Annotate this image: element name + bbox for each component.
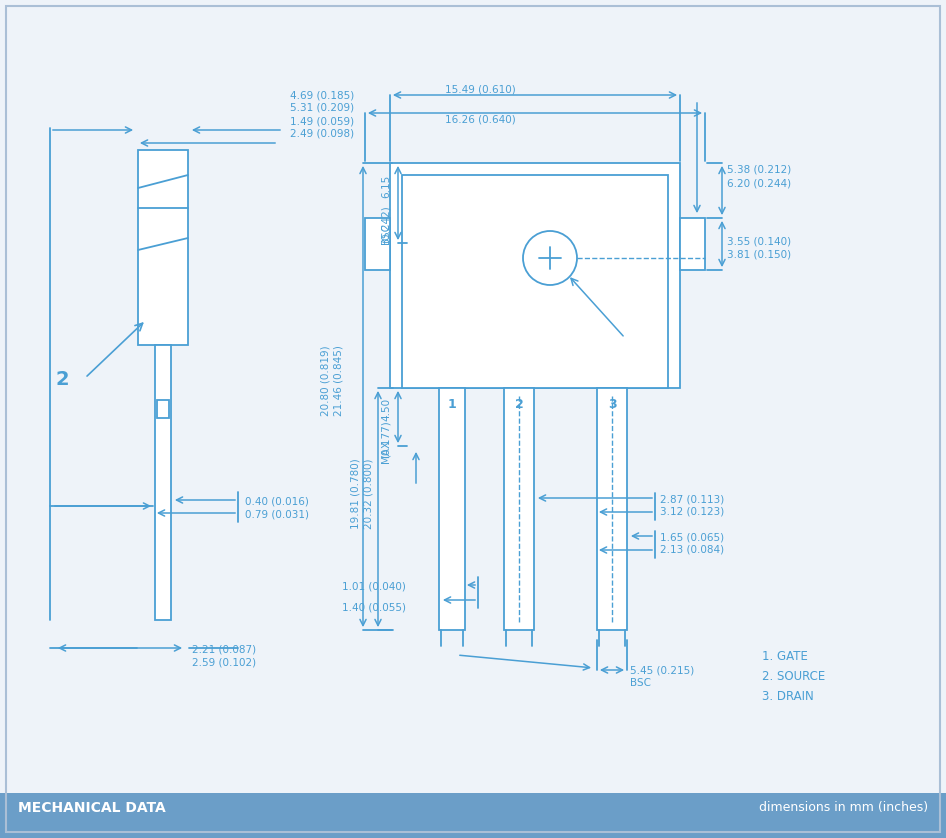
Text: 5.45 (0.215): 5.45 (0.215) [630,665,694,675]
Bar [365,218,390,270]
Bar [597,388,627,630]
Text: 19.81 (0.780): 19.81 (0.780) [350,458,360,530]
Text: 5.31 (0.209): 5.31 (0.209) [290,103,354,113]
Text: MAX: MAX [381,440,391,463]
Text: 16.26 (0.640): 16.26 (0.640) [445,115,516,125]
Text: 4.69 (0.185): 4.69 (0.185) [290,90,354,100]
Text: 3: 3 [607,398,616,411]
Text: 0.40 (0.016): 0.40 (0.016) [245,496,309,506]
Text: 1.40 (0.055): 1.40 (0.055) [342,602,406,612]
Bar [439,388,465,630]
Text: 1.01 (0.040): 1.01 (0.040) [342,581,406,591]
Text: 1.65 (0.065): 1.65 (0.065) [660,532,724,542]
Text: 6.20 (0.244): 6.20 (0.244) [727,178,791,188]
Text: 3.12 (0.123): 3.12 (0.123) [660,506,725,516]
Text: BSC: BSC [381,223,391,244]
Bar [402,175,668,388]
Bar [390,163,680,388]
Text: 20.32 (0.800): 20.32 (0.800) [363,458,373,530]
Bar [0,793,946,838]
Text: 1: 1 [447,398,456,411]
Text: 2.13 (0.084): 2.13 (0.084) [660,544,724,554]
Bar [138,150,188,345]
Bar [157,400,169,418]
Text: MECHANICAL DATA: MECHANICAL DATA [18,801,166,815]
Text: 3.81 (0.150): 3.81 (0.150) [727,249,791,259]
Text: 1.49 (0.059): 1.49 (0.059) [290,116,354,126]
Text: 15.49 (0.610): 15.49 (0.610) [445,85,516,95]
Text: 2: 2 [515,398,523,411]
Text: 21.46 (0.845): 21.46 (0.845) [333,345,343,416]
Text: BSC: BSC [630,678,651,688]
Text: 2. SOURCE: 2. SOURCE [762,670,825,683]
Text: 2.21 (0.087): 2.21 (0.087) [192,644,256,654]
Bar [504,388,534,630]
Text: (0.177): (0.177) [381,420,391,458]
Bar [680,218,705,270]
Text: 1. GATE: 1. GATE [762,650,808,663]
Text: 3.55 (0.140): 3.55 (0.140) [727,236,791,246]
Text: (0.242): (0.242) [381,205,391,243]
Text: 2.59 (0.102): 2.59 (0.102) [192,657,256,667]
Text: 6.15: 6.15 [381,175,391,199]
Text: 5.38 (0.212): 5.38 (0.212) [727,165,791,175]
Bar [155,345,171,620]
Text: 0.79 (0.031): 0.79 (0.031) [245,509,309,519]
Text: 20.80 (0.819): 20.80 (0.819) [320,346,330,416]
Text: 2: 2 [55,370,69,389]
Text: 2.87 (0.113): 2.87 (0.113) [660,494,725,504]
Text: 4.50: 4.50 [381,398,391,422]
Text: 3. DRAIN: 3. DRAIN [762,690,814,703]
Text: dimensions in mm (inches): dimensions in mm (inches) [759,801,928,814]
Text: 2.49 (0.098): 2.49 (0.098) [290,129,354,139]
